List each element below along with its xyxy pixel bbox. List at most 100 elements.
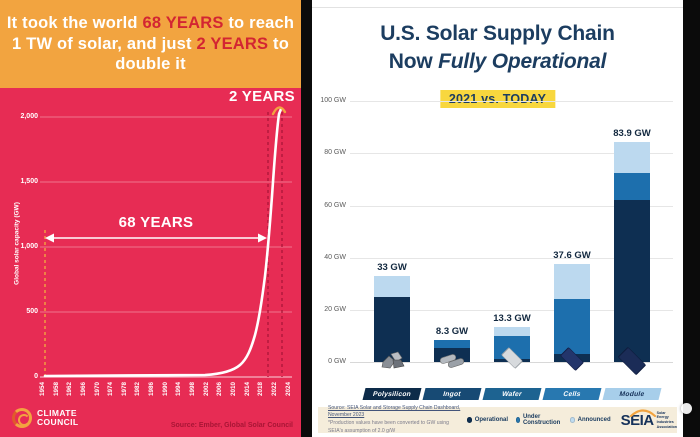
legend-dot-operational (466, 417, 473, 423)
solar-growth-plot (40, 106, 292, 378)
bar-module: 83.9 GW Module (602, 128, 662, 400)
climate-council-logo-text: CLIMATE COUNCIL (37, 407, 79, 428)
x-tick: 1998 (189, 382, 197, 397)
x-tick: 2024 (284, 382, 292, 397)
headline-2-years: 2 YEARS (196, 34, 269, 53)
x-tick: 2014 (243, 382, 251, 397)
segment-under-construction (434, 340, 470, 349)
segment-under-construction (614, 173, 650, 200)
wafer-icon (501, 347, 523, 369)
x-tick: 1962 (66, 382, 74, 397)
segment-announced (374, 275, 410, 297)
slide-title: U.S. Solar Supply Chain Now Fully Operat… (312, 20, 683, 75)
x-tick: 2022 (270, 382, 278, 397)
legend-label: Operational (474, 417, 509, 423)
title-line2-italic: Fully Operational (438, 49, 607, 73)
module-icon (617, 346, 647, 376)
gridline-100gw (350, 101, 673, 102)
seia-wordmark: SEIA (620, 408, 656, 429)
x-tick: 1982 (134, 382, 142, 397)
gridline-20gw (350, 310, 673, 311)
seia-sub-line: Association (656, 424, 677, 429)
x-tick: 2018 (257, 382, 265, 397)
x-tick: 2006 (216, 382, 224, 397)
x-tick: 1994 (175, 382, 183, 397)
x-tick: 1958 (52, 382, 60, 397)
category-badge-ingot: Ingot (422, 388, 482, 400)
y-tick-40gw: 40 GW (324, 254, 346, 261)
x-tick: 1978 (120, 382, 128, 397)
headline-part: to double it (115, 34, 289, 74)
legend-label: Announced (577, 417, 611, 423)
y-tick-500: 500 (26, 308, 38, 315)
chart-legend: Operational Under Construction Announced (466, 414, 611, 426)
annotation-2-years: 2 YEARS (228, 88, 295, 105)
bar-cells: 37.6 GW Cells (542, 250, 602, 400)
gridline-60gw (350, 206, 673, 207)
y-tick-1500: 1,500 (20, 178, 38, 185)
logo-line1: CLIMATE (37, 407, 77, 418)
x-tick: 1970 (93, 382, 101, 397)
category-badge-cells: Cells (542, 388, 602, 400)
left-headline-text: It took the world 68 YEARS to reach 1 TW… (0, 13, 301, 75)
slide-top-edge (312, 7, 683, 8)
video-letterbox-left (301, 0, 312, 437)
bar-value-label: 8.3 GW (435, 326, 469, 338)
slide-footer: Source: SEIA Solar and Storage Supply Ch… (318, 405, 677, 436)
logo-line2: COUNCIL (37, 417, 79, 427)
cells-icon (559, 346, 585, 372)
bar-value-label: 13.3 GW (493, 313, 531, 325)
climate-council-logo-icon (12, 408, 32, 428)
source-link[interactable]: Source: SEIA Solar and Storage Supply Ch… (328, 404, 461, 419)
solar-capacity-curve (43, 107, 283, 378)
annotation-68-years: 68 YEARS (118, 214, 194, 231)
segment-operational (374, 296, 410, 362)
y-tick-100gw: 100 GW (320, 97, 346, 104)
title-line1: U.S. Solar Supply Chain (380, 22, 615, 45)
cursor-highlight (681, 403, 692, 414)
seia-logo: SEIA Solar Energy Industries Association (620, 408, 677, 430)
bar-value-label: 83.9 GW (613, 128, 651, 140)
bar-wafer: 13.3 GW Wafer (482, 313, 542, 400)
arrow-head-left (45, 233, 54, 243)
bar-ingot: 8.3 GW Ingot (422, 326, 482, 400)
x-axis-labels: 1954 1958 1962 1966 1970 1974 1978 1982 … (39, 382, 292, 397)
seia-sub-line: Industries (656, 420, 674, 424)
legend-dot-announced (569, 417, 576, 423)
source-note: Source: SEIA Solar and Storage Supply Ch… (328, 405, 461, 436)
legend-label: Under Construction (522, 414, 561, 426)
left-headline-banner: It took the world 68 YEARS to reach 1 TW… (0, 0, 301, 88)
legend-item-announced: Announced (569, 417, 611, 423)
climate-council-infographic: It took the world 68 YEARS to reach 1 TW… (0, 0, 301, 437)
left-source-text: Source: Ember, Global Solar Council (170, 422, 293, 429)
y-axis-title: Global solar capacity (GW) (13, 202, 21, 285)
y-tick-0gw: 0 GW (328, 358, 346, 365)
curve-top-orange-cap (271, 106, 287, 116)
y-tick-60gw: 60 GW (324, 202, 346, 209)
bar-polysilicon: 33 GW Polysilicon (362, 262, 422, 400)
legend-dot-under-construction (516, 417, 521, 423)
y-tick-2000: 2,000 (20, 113, 38, 120)
y-tick-20gw: 20 GW (324, 306, 346, 313)
segment-operational (614, 199, 650, 362)
category-badge-module: Module (602, 388, 662, 400)
slide-content: U.S. Solar Supply Chain Now Fully Operat… (312, 0, 683, 437)
seia-sub-line: Solar Energy (656, 410, 669, 420)
2021-vs-today-badge: 2021 vs. TODAY (439, 90, 556, 108)
supply-chain-bar-chart: 100 GW 80 GW 60 GW 40 GW 20 GW 0 GW 33 G… (312, 0, 683, 437)
segment-announced (614, 142, 650, 174)
legend-item-under-construction: Under Construction (516, 414, 562, 426)
bar-value-label: 33 GW (377, 261, 407, 273)
gridline-80gw (350, 153, 673, 154)
x-tick: 2010 (229, 382, 237, 397)
x-tick: 1986 (148, 382, 156, 397)
seia-text: SEIA (620, 411, 655, 429)
y-tick-0: 0 (34, 373, 38, 380)
x-tick: 1954 (39, 382, 46, 397)
x-tick: 1990 (161, 382, 169, 397)
category-badge-wafer: Wafer (482, 388, 542, 400)
solar-growth-chart: 2 YEARS 68 YEARS 2,000 1,500 1,000 500 0… (0, 88, 301, 437)
segment-under-construction (554, 299, 590, 355)
y-tick-1000: 1,000 (20, 243, 38, 250)
